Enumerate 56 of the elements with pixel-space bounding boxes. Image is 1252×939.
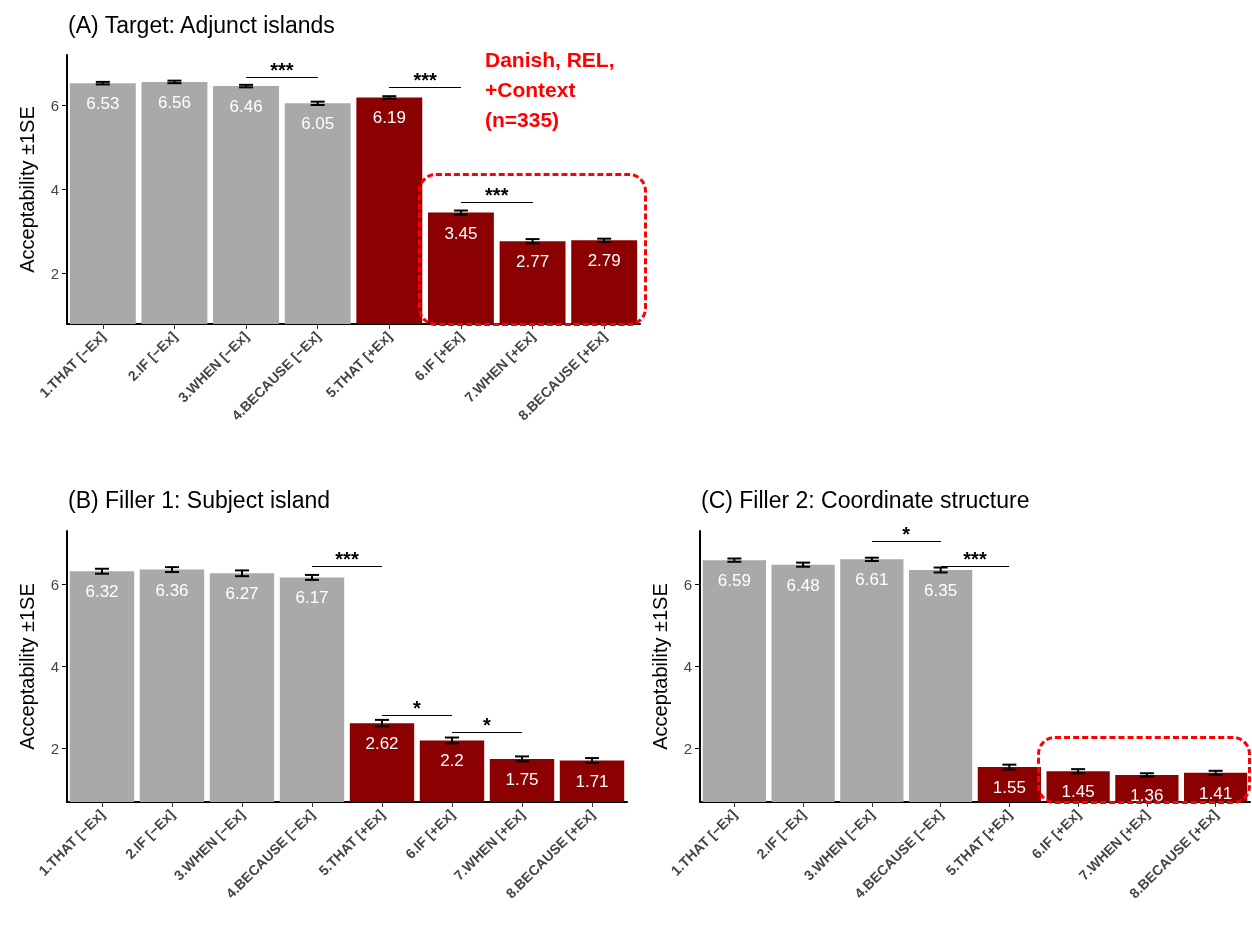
y-axis-title: Acceptability ±1SE [16,106,38,273]
annotation: * [902,523,911,546]
data-label: 6.05 [301,114,335,134]
data-label: 6.56 [157,92,191,112]
data-label: 6.32 [85,582,119,602]
data-label: 1.36 [1130,785,1164,805]
data-label: 6.61 [855,570,889,590]
data-label: 6.27 [225,584,259,604]
annotation: * [483,713,491,736]
data-label: 1.45 [1061,782,1095,802]
significance-bracket: *** [460,186,533,203]
annotation: *** [335,548,359,571]
data-label: 2.77 [516,252,550,272]
data-label: 6.59 [717,571,751,591]
y-tick-label: 2 [50,740,59,758]
data-label: 2.62 [365,734,399,754]
annotation: *** [413,68,437,91]
significance-bracket: * [452,716,522,733]
significance-bracket: * [871,526,941,543]
annotation: * [413,696,421,719]
data-label: 6.36 [155,580,189,600]
data-label: 1.71 [575,771,609,791]
data-label: 6.53 [86,94,120,114]
y-tick-label: 2 [683,740,692,758]
y-tick-label: 4 [50,658,59,675]
data-label: 3.45 [444,223,478,243]
y-tick-label: 4 [50,181,59,198]
annotation: *** [270,59,294,82]
significance-bracket: *** [940,550,1010,567]
significance-bracket: * [382,699,452,716]
data-label: 2.2 [440,751,464,771]
chart-title: (C) Filler 2: Coordinate structure [701,486,1030,513]
data-label: 1.41 [1199,783,1233,803]
annotation: Danish, REL, +Context (n=335) [485,47,616,133]
annotation: *** [963,547,987,570]
significance-bracket: *** [312,551,382,568]
annotation: *** [485,183,509,206]
significance-bracket: *** [246,62,318,79]
significance-bracket: *** [389,71,461,88]
y-axis-title: Acceptability ±1SE [649,583,671,750]
data-label: 6.35 [924,581,958,601]
y-tick-label: 2 [50,265,59,283]
y-tick-label: 6 [50,96,59,114]
chart-title: (B) Filler 1: Subject island [68,486,331,513]
y-axis-title: Acceptability ±1SE [16,583,38,750]
data-label: 6.19 [372,108,406,128]
data-label: 1.75 [505,769,539,789]
data-label: 6.48 [786,575,820,595]
data-label: 2.79 [587,251,621,271]
y-tick-label: 4 [683,658,692,675]
y-tick-label: 6 [50,575,59,593]
data-label: 6.46 [229,97,263,117]
data-label: 6.17 [295,588,329,608]
chart-title: (A) Target: Adjunct islands [68,11,335,38]
data-label: 1.55 [992,778,1026,798]
y-tick-label: 6 [683,575,692,593]
